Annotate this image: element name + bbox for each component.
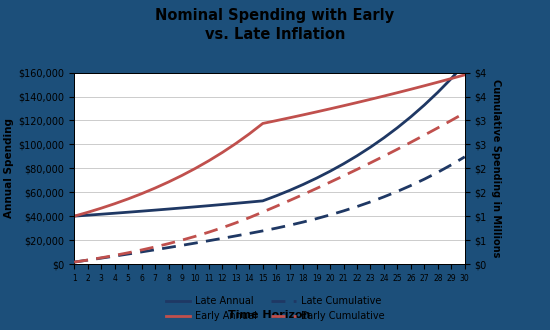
Legend: Late Annual, Early Annual, Late Cumulative, Early Cumulative: Late Annual, Early Annual, Late Cumulati… [162, 292, 388, 325]
X-axis label: Time Horizon: Time Horizon [228, 311, 311, 320]
Y-axis label: Cumulative Spending in Millions: Cumulative Spending in Millions [491, 79, 501, 257]
Text: Nominal Spending with Early
vs. Late Inflation: Nominal Spending with Early vs. Late Inf… [156, 8, 394, 42]
Y-axis label: Annual Spending: Annual Spending [4, 118, 14, 218]
